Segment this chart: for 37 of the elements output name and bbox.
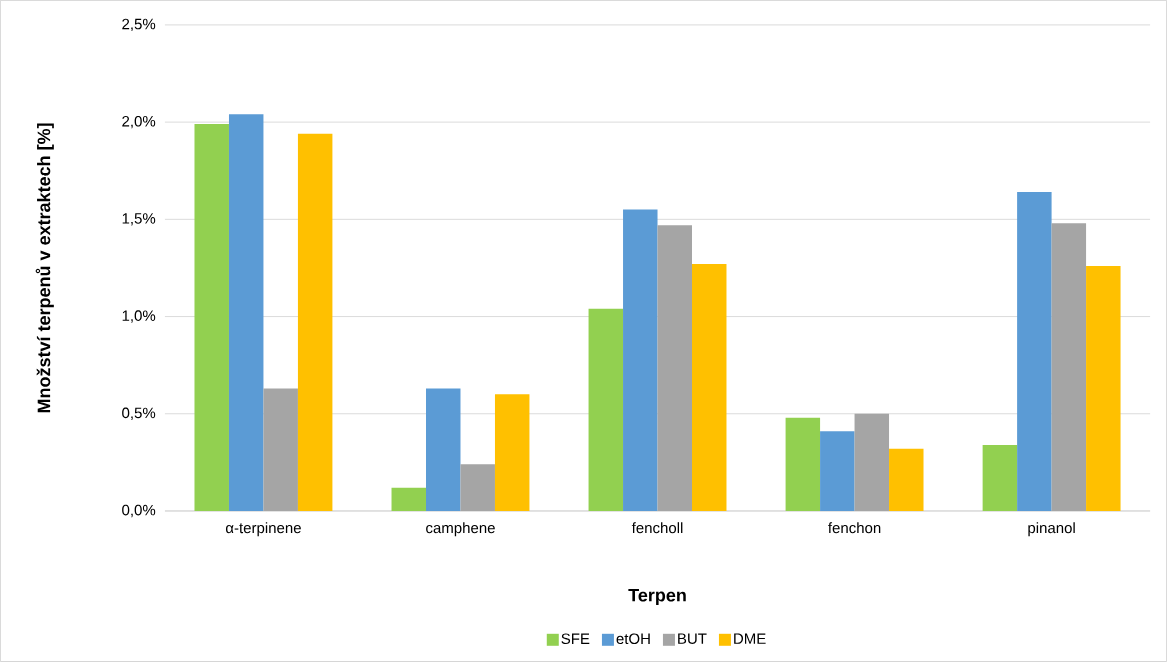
bar: [889, 448, 924, 512]
bar: [391, 487, 426, 512]
bar: [820, 431, 855, 512]
bar: [854, 413, 890, 512]
y-tick-label: 0,0%: [122, 504, 156, 518]
x-axis-title: Terpen: [628, 589, 686, 606]
bar: [426, 388, 461, 512]
legend-label: DME: [734, 633, 766, 644]
x-tick-label: fencholl: [631, 522, 683, 534]
legend-label: etOH: [616, 633, 650, 645]
bar: [982, 444, 1018, 512]
x-tick-label: camphene: [426, 522, 495, 537]
bar: [194, 124, 229, 512]
y-tick-label: 0,5%: [122, 407, 156, 421]
bar: [297, 133, 333, 512]
bar: [228, 114, 264, 512]
x-tick-label: fenchon: [828, 522, 881, 534]
legend-label: BUT: [678, 633, 707, 645]
bar: [494, 394, 530, 512]
bar: [1051, 223, 1087, 512]
y-tick-label: 1,0%: [122, 310, 156, 323]
bar: [657, 225, 692, 512]
legend-label: SFE: [561, 633, 590, 645]
x-tick-label: α-terpinene: [225, 522, 301, 537]
bar: [1086, 266, 1121, 512]
x-tick-label: pinanol: [1028, 522, 1075, 537]
bar: [263, 388, 298, 512]
bar: [588, 308, 624, 512]
y-axis-title: Množství terpenů v extraktech [%]: [35, 123, 54, 413]
y-tick-label: 2,0%: [122, 115, 156, 129]
bar: [460, 464, 495, 512]
y-tick-label: 2,5%: [122, 18, 156, 32]
bar: [692, 264, 727, 512]
bar: [623, 209, 658, 512]
bar: [1017, 192, 1052, 512]
y-tick-label: 1,5%: [122, 213, 156, 226]
bar: [785, 417, 821, 512]
